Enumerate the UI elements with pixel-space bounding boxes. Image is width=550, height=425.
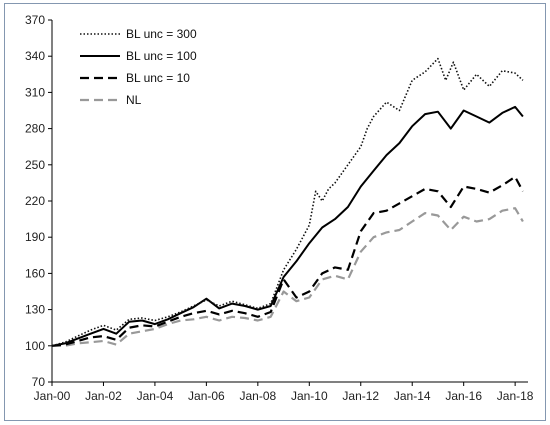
x-tick-label: Jan-08: [239, 389, 276, 403]
x-tick-label: Jan-04: [137, 389, 174, 403]
x-tick-label: Jan-18: [497, 389, 534, 403]
legend: BL unc = 300 BL unc = 100 BL unc = 10 NL: [80, 27, 197, 107]
series-line-bl-unc-10: [51, 175, 524, 347]
y-tick-label: 70: [32, 375, 46, 389]
x-tick-label: Jan-12: [342, 389, 379, 403]
x-tick-label: Jan-06: [188, 389, 225, 403]
series-line-nl: [52, 207, 524, 347]
x-tick-label: Jan-02: [85, 389, 122, 403]
legend-label: NL: [126, 93, 142, 107]
x-tick-label: Jan-00: [34, 389, 71, 403]
y-tick-label: 220: [25, 194, 45, 208]
y-tick-label: 250: [25, 158, 45, 172]
series-line-bl-unc-300: [51, 57, 524, 347]
y-tick-label: 310: [25, 85, 45, 99]
series-line-bl-unc-100: [51, 105, 524, 347]
x-tick-label: Jan-10: [291, 389, 328, 403]
y-tick-label: 280: [25, 122, 45, 136]
y-tick-label: 190: [25, 230, 45, 244]
y-tick-label: 100: [25, 339, 45, 353]
legend-label: BL unc = 10: [126, 71, 190, 85]
y-tick-label: 370: [25, 13, 45, 27]
x-tick-label: Jan-14: [394, 389, 431, 403]
y-tick-label: 160: [25, 266, 45, 280]
y-ticks: 70 100 130 160 190 220 250 280 310 340 370: [25, 13, 52, 389]
legend-label: BL unc = 300: [126, 27, 197, 41]
x-ticks: Jan-00 Jan-02 Jan-04 Jan-06 Jan-08 Jan-10 Jan-…: [34, 382, 534, 403]
y-tick-label: 130: [25, 303, 45, 317]
chart-frame: [4, 3, 546, 421]
series-lines: [51, 57, 524, 347]
legend-label: BL unc = 100: [126, 49, 197, 63]
y-tick-label: 340: [25, 49, 45, 63]
x-tick-label: Jan-16: [445, 389, 482, 403]
